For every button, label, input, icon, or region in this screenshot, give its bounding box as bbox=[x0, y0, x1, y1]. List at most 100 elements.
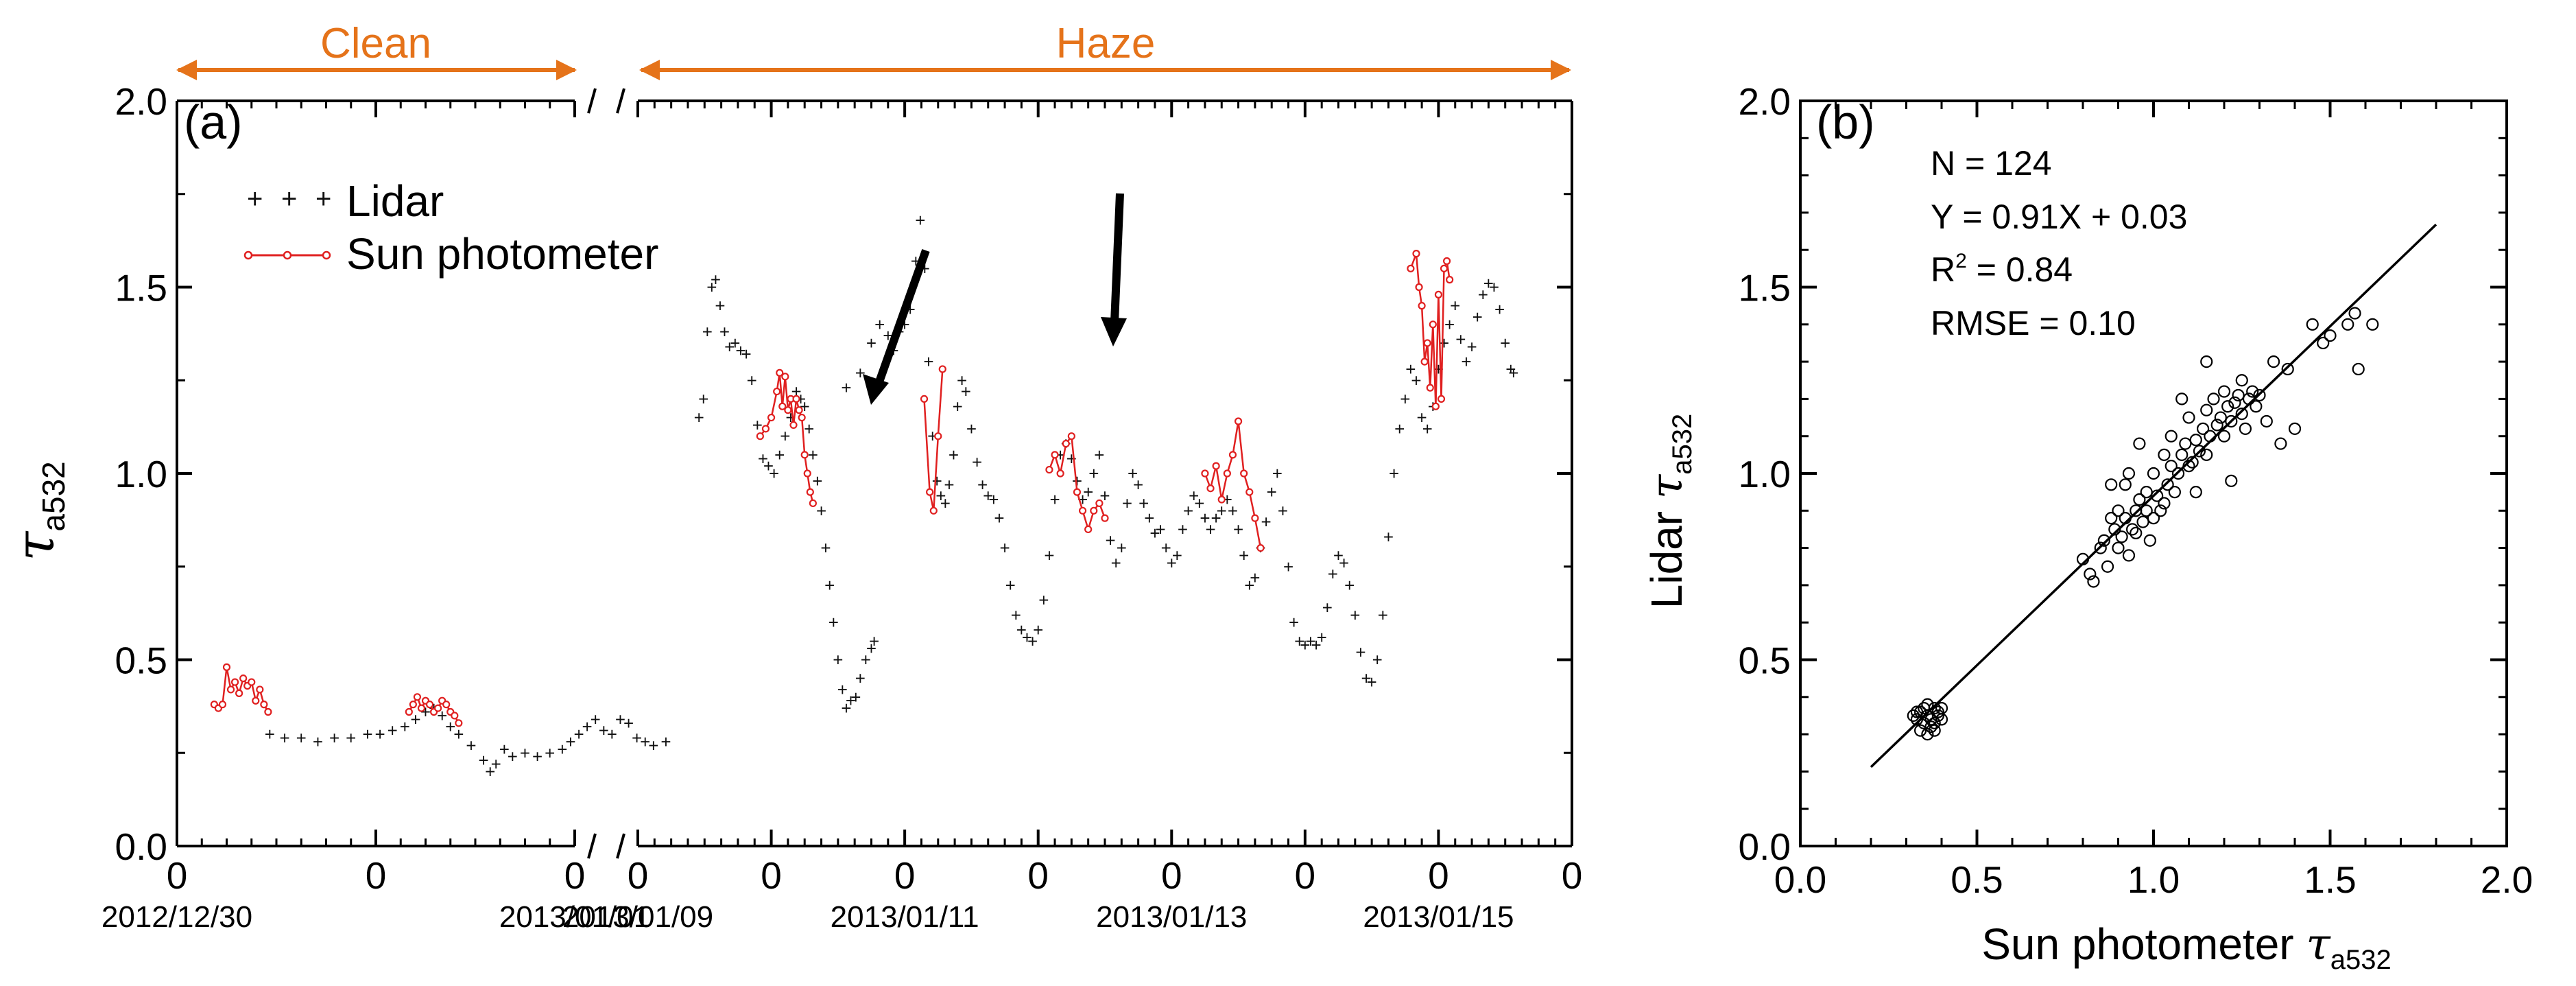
b-y-axis-text: Lidar bbox=[1642, 511, 1691, 609]
sun-photometer-point bbox=[929, 506, 938, 515]
lidar-point: + bbox=[769, 463, 779, 484]
sun-photometer-point bbox=[1223, 469, 1231, 478]
lidar-point: + bbox=[949, 445, 959, 465]
sun-photometer-point bbox=[756, 432, 764, 441]
b-x-axis-text: Sun photometer bbox=[1981, 919, 2293, 969]
lidar-point: + bbox=[940, 493, 951, 513]
b-y-tick-label: 2.0 bbox=[1739, 80, 1791, 123]
scatter-point bbox=[2260, 414, 2273, 428]
sun-photometer-point bbox=[1418, 302, 1426, 310]
lidar-point: + bbox=[346, 728, 356, 749]
scatter-point bbox=[2105, 478, 2118, 491]
sun-photometer-point bbox=[934, 432, 942, 441]
lidar-point: + bbox=[1317, 627, 1327, 648]
legend-sun-photometer-label: Sun photometer bbox=[346, 229, 658, 279]
sun-photometer-point bbox=[417, 704, 426, 712]
legend-lidar-marker: + + + bbox=[247, 184, 331, 214]
lidar-point: + bbox=[1094, 445, 1104, 465]
sun-photometer-point bbox=[226, 685, 235, 694]
sun-photometer-point bbox=[239, 674, 248, 683]
scatter-point bbox=[2140, 504, 2153, 517]
sun-photometer-point bbox=[778, 402, 787, 410]
lidar-point: + bbox=[1183, 500, 1193, 521]
lidar-point: + bbox=[741, 344, 751, 364]
sun-photometer-point bbox=[795, 406, 803, 414]
lidar-point: + bbox=[944, 474, 954, 495]
b-x-tick-label: 1.0 bbox=[2127, 858, 2180, 901]
lidar-point: + bbox=[279, 728, 289, 749]
scatter-point bbox=[2171, 467, 2185, 480]
lidar-point: + bbox=[607, 724, 617, 744]
lidar-point: + bbox=[1472, 307, 1483, 327]
sun-photometer-point bbox=[938, 365, 946, 373]
scatter-point bbox=[2228, 396, 2241, 409]
sun-photometer-point bbox=[773, 387, 781, 396]
regression-stats: N = 124 Y = 0.91X + 0.03 R2 = 0.84 RMSE … bbox=[1931, 144, 2187, 342]
lidar-point: + bbox=[491, 754, 501, 775]
scatter-point bbox=[2175, 448, 2189, 461]
panel-a-label: (a) bbox=[184, 95, 243, 149]
scatter-point bbox=[2246, 385, 2259, 398]
stat-r2: R2 = 0.84 bbox=[1931, 250, 2073, 289]
lidar-point: + bbox=[623, 713, 634, 733]
sun-photometer-point bbox=[1217, 495, 1226, 504]
lidar-point: + bbox=[1228, 500, 1238, 521]
lidar-point: + bbox=[855, 668, 866, 689]
axis-break-mark bbox=[587, 88, 597, 114]
lidar-point: + bbox=[1311, 635, 1321, 655]
lidar-point: + bbox=[1461, 351, 1471, 372]
lidar-point: + bbox=[961, 382, 971, 402]
lidar-point: + bbox=[1289, 612, 1299, 633]
sun-photometer-point bbox=[1240, 469, 1248, 478]
panel-b-x-axis-label: Sun photometer τa532 bbox=[1981, 919, 2392, 975]
lidar-point: + bbox=[869, 631, 879, 651]
sun-photometer-point bbox=[1431, 402, 1440, 410]
annotation-arrow-1-head bbox=[863, 374, 889, 405]
lidar-point: + bbox=[915, 210, 925, 231]
scatter-point bbox=[2133, 493, 2146, 506]
sun-photometer-point bbox=[800, 451, 809, 459]
lidar-point: + bbox=[329, 728, 339, 749]
b-y-tick-label: 0.5 bbox=[1739, 639, 1791, 682]
b-y-tick-label: 0.0 bbox=[1739, 825, 1791, 868]
lidar-point: + bbox=[1205, 519, 1215, 539]
sun-photometer-point bbox=[789, 421, 798, 430]
lidar-point: + bbox=[1117, 538, 1127, 559]
lidar-point: + bbox=[313, 731, 323, 752]
sun-photometer-point bbox=[455, 719, 463, 727]
lidar-point: + bbox=[957, 370, 967, 390]
lidar-point: + bbox=[841, 377, 851, 398]
lidar-point: + bbox=[400, 716, 410, 737]
lidar-point: + bbox=[1422, 419, 1433, 439]
lidar-point: + bbox=[780, 426, 790, 447]
lidar-point: + bbox=[1088, 463, 1099, 484]
sun-photometer-point bbox=[798, 413, 806, 422]
lidar-point: + bbox=[866, 333, 876, 353]
sun-photometer-point bbox=[1201, 469, 1209, 478]
x-date-label: 2013/01/09 bbox=[562, 900, 713, 934]
sun-photometer-point bbox=[1245, 488, 1254, 496]
x-date-label: 2012/12/30 bbox=[102, 900, 252, 934]
sun-photometer-point bbox=[1256, 543, 1265, 552]
lidar-point: + bbox=[591, 709, 601, 729]
scatter-point bbox=[2232, 388, 2245, 402]
axis-break-mark bbox=[616, 833, 625, 859]
sun-photometer-point bbox=[1407, 264, 1415, 272]
lidar-point: + bbox=[816, 500, 826, 521]
lidar-point: + bbox=[1005, 575, 1016, 596]
lidar-point: + bbox=[1155, 519, 1165, 539]
sun-photometer-point bbox=[761, 425, 770, 433]
lidar-point: + bbox=[711, 270, 721, 290]
scatter-point bbox=[2306, 318, 2319, 331]
sun-photometer-point bbox=[1442, 257, 1451, 266]
lidar-point: + bbox=[833, 650, 843, 670]
scatter-point bbox=[2186, 456, 2199, 469]
lidar-point: + bbox=[724, 336, 735, 357]
scatter-point bbox=[2217, 430, 2231, 443]
y-axis-symbol: τ bbox=[5, 530, 67, 561]
x-tick-label: 0 bbox=[167, 854, 188, 897]
scatter-point bbox=[1931, 709, 1944, 723]
sun-photometer-point bbox=[1084, 525, 1093, 534]
x-tick-label: 0 bbox=[1562, 854, 1583, 897]
scatter-point bbox=[2179, 437, 2192, 450]
